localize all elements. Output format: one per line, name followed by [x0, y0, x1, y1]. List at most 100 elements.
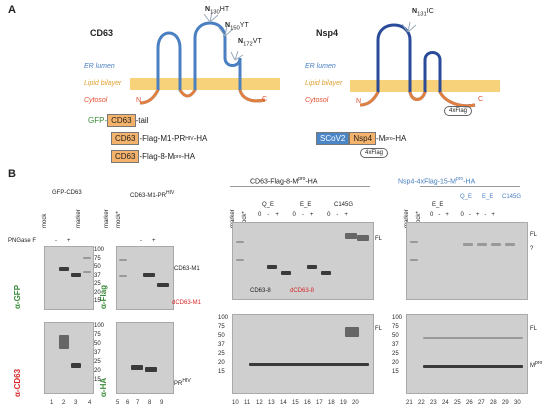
panel-a-letter: A [8, 4, 16, 16]
label-fl-7: FL [375, 326, 383, 332]
cd63-glyco-site-3: N172VT [238, 38, 262, 48]
blot-flag [116, 246, 174, 310]
cd63-er-lumen-label: ER lumen [84, 63, 115, 70]
mw-ladder-8: 100 75 50 37 25 20 15 [392, 315, 403, 375]
antibody-cd63-label: α-CD63 [13, 368, 22, 397]
lane-number: 4 [88, 400, 92, 406]
nsp4-cytosol-label: Cytosol [305, 97, 329, 104]
nsp4-4xflag-oval: 4xFlag [444, 106, 473, 116]
lane-number: 26 [466, 400, 473, 406]
lane-number: 30 [514, 400, 521, 406]
lane-number: 24 [442, 400, 449, 406]
pngase-label: PNGase F [8, 238, 37, 244]
pm-2: + [67, 238, 71, 244]
lane-number: 23 [430, 400, 437, 406]
label-question-4: ? [530, 246, 534, 252]
mw-ladder-7: 100 75 50 37 25 20 15 [218, 315, 229, 375]
cd63-cytosol-label: Cytosol [84, 97, 108, 104]
construct-scov2-nsp4-mpro-ha: SCoV2 Nsp4 -M pro -HA [316, 132, 406, 145]
label-cd63-m1: CD63-M1 [174, 266, 200, 272]
lane-number: 14 [280, 400, 287, 406]
lane-header-q-e: Q_E [262, 202, 275, 208]
label-fl-3: FL [375, 236, 383, 242]
cd63-glyco-site-1: N130HT [205, 6, 230, 16]
pm-1: - [55, 238, 57, 244]
lane-header-c145g-4: C145G [502, 194, 522, 200]
construct-cd63-flag-m1-pr-ha: CD63 -Flag-M1-PR HIV -HA [111, 132, 207, 145]
cd63-topology-diagram [130, 11, 280, 105]
lane-header-e-e: E_E [300, 202, 312, 208]
lane-header-cd63-m1-pr: CD63-M1-PRHIV [130, 190, 175, 199]
mw-ladder-1: 100 75 50 37 25 20 15 [94, 247, 105, 304]
lane-number: 2 [62, 400, 66, 406]
label-mpro: Mpro [530, 360, 543, 369]
blot-gfp [44, 246, 94, 310]
antibody-gfp-label: α-GFP [13, 284, 22, 309]
nsp4-c-terminus: C [478, 96, 484, 103]
construct-gfp-cd63-tail: GFP- CD63 -tail [88, 114, 149, 127]
cd63-glyco-site-2: N150YT [225, 22, 249, 32]
cd63-n-terminus: N [136, 97, 142, 104]
nsp4-title: Nsp4 [316, 28, 339, 38]
lane-number: 3 [74, 400, 78, 406]
nsp4-lipid-label: Lipid bilayer [305, 80, 343, 87]
lane-number: 6 [126, 400, 130, 406]
blot-cd63-ha [232, 314, 374, 394]
label-fl-4: FL [530, 232, 538, 238]
nsp4-er-lumen-label: ER lumen [305, 63, 336, 70]
lane-header-marker-1: marker [76, 209, 82, 228]
cd63-c-terminus: C [262, 96, 268, 103]
lane-number: 7 [136, 400, 140, 406]
label-fl-8: FL [530, 326, 538, 332]
lane-number: 18 [328, 400, 335, 406]
lane-header-mock-2: mock* [116, 211, 122, 228]
lane-number: 8 [148, 400, 152, 406]
pm-row-4: 0-+ 0-+-+ [430, 212, 500, 218]
lane-number: 10 [232, 400, 239, 406]
lane-number: 15 [292, 400, 299, 406]
pm-2b: - [140, 238, 142, 244]
header-cd63-bracket [230, 186, 370, 187]
lane-header-e-e-4: E_E [432, 202, 444, 208]
panel-b-letter: B [8, 168, 16, 180]
lane-number: 20 [352, 400, 359, 406]
label-dcd63-8: dCD63-8 [290, 288, 315, 294]
lane-number: 13 [268, 400, 275, 406]
lane-number: 21 [406, 400, 413, 406]
lane-number: 16 [304, 400, 311, 406]
lane-number: 17 [316, 400, 323, 406]
blot-nsp4-ha [406, 314, 528, 394]
lane-header-marker-2: marker [104, 209, 110, 228]
lane-number: 22 [418, 400, 425, 406]
lane-number: 5 [116, 400, 120, 406]
blot-ha [116, 322, 174, 394]
lane-number: 27 [478, 400, 485, 406]
lane-header-e-e-4b: E_E [482, 194, 494, 200]
lane-number: 25 [454, 400, 461, 406]
header-nsp4-4xflag: Nsp4-4xFlag-15-Mpro-HA [398, 176, 476, 186]
label-dcd63-m1: dCD63-M1 [172, 300, 202, 306]
blot-nsp4-flag [406, 222, 528, 300]
lane-number: 1 [50, 400, 54, 406]
construct-4xflag-oval: 4xFlag [360, 148, 389, 158]
lane-number: 11 [244, 400, 251, 406]
lane-numbers-row: 1 2 3 4 5 6 7 8 9 10 11 12 13 14 15 16 17 18 19 20 21 22 23 24 2… [44, 400, 534, 410]
mw-ladder-5: 100 75 50 37 25 20 15 [94, 323, 105, 383]
pm-2c: + [152, 238, 156, 244]
lane-header-c145g: C145G [334, 202, 354, 208]
cd63-lipid-label: Lipid bilayer [84, 80, 122, 87]
construct-cd63-flag-8-mpro-ha: CD63 -Flag-8-M pro -HA [111, 150, 195, 163]
label-cd63-8: CD63-8 [250, 288, 271, 294]
lane-number: 12 [256, 400, 263, 406]
lane-number: 29 [502, 400, 509, 406]
lane-header-gfp-cd63: GFP-CD63 [52, 190, 82, 196]
lane-number: 9 [160, 400, 164, 406]
nsp4-glyco-site: N131IC [412, 8, 434, 18]
lane-header-q-e-4: Q_E [460, 194, 473, 200]
cd63-title: CD63 [90, 28, 114, 38]
header-nsp4-bracket [420, 186, 520, 187]
label-pr-hiv: PRHIV [174, 378, 191, 387]
nsp4-topology-diagram [350, 21, 500, 108]
lane-number: 28 [490, 400, 497, 406]
nsp4-n-terminus: N [356, 98, 362, 105]
